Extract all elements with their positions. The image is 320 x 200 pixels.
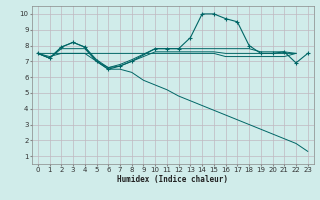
- X-axis label: Humidex (Indice chaleur): Humidex (Indice chaleur): [117, 175, 228, 184]
